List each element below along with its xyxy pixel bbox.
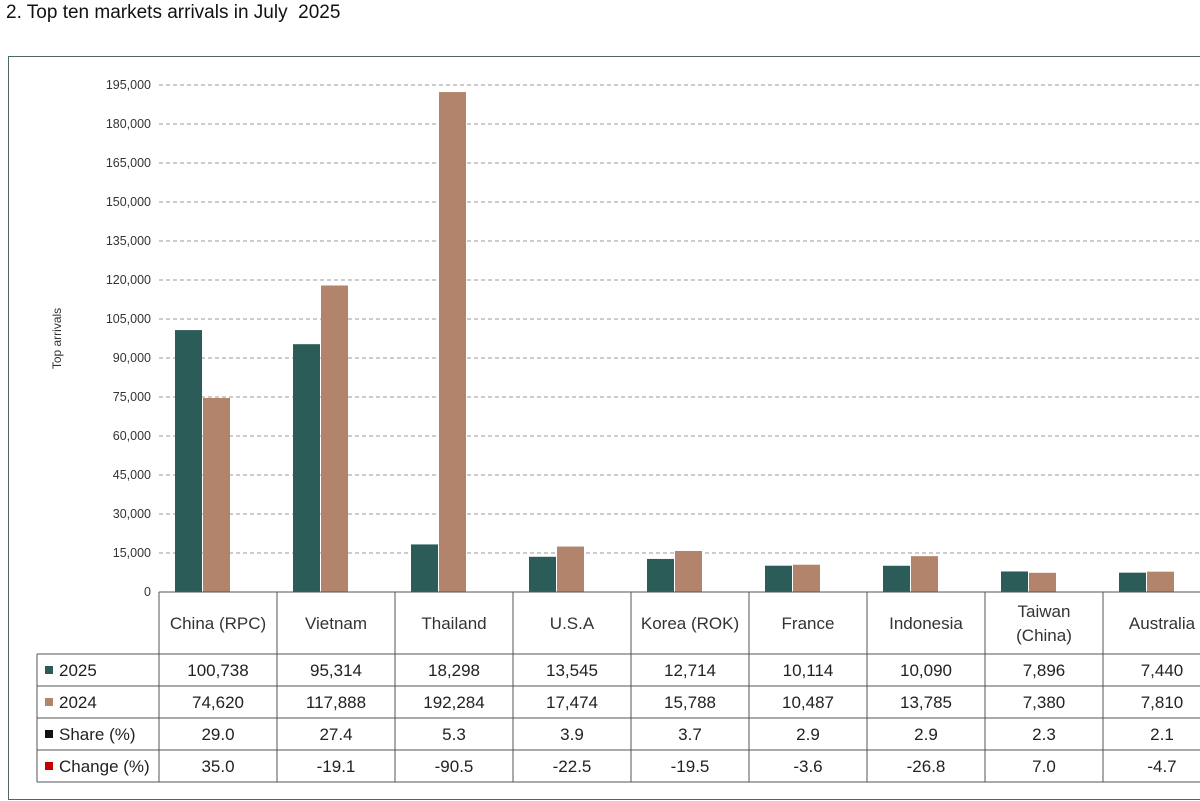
bar-2024-taiwan-china- bbox=[1029, 572, 1056, 592]
table-cell: 7,810 bbox=[1141, 693, 1184, 712]
table-cell: 35.0 bbox=[201, 757, 234, 776]
y-tick-label: 120,000 bbox=[106, 273, 151, 287]
table-cell: -26.8 bbox=[907, 757, 946, 776]
table-cell: 100,738 bbox=[187, 661, 248, 680]
y-tick-label: 195,000 bbox=[106, 78, 151, 92]
bar-2025-australia bbox=[1119, 572, 1146, 592]
legend-marker-1 bbox=[45, 666, 53, 674]
table-cell: 18,298 bbox=[428, 661, 480, 680]
table-row-label: 2024 bbox=[59, 693, 97, 712]
bar-2025-indonesia bbox=[883, 565, 910, 592]
legend-marker-4 bbox=[45, 762, 53, 770]
bar-2024-thailand bbox=[439, 92, 466, 593]
y-tick-label: 45,000 bbox=[113, 468, 151, 482]
y-tick-label: 150,000 bbox=[106, 195, 151, 209]
page-title: 2. Top ten markets arrivals in July 2025 bbox=[6, 2, 341, 23]
bar-2024-australia bbox=[1147, 571, 1174, 592]
table-cell: 27.4 bbox=[319, 725, 352, 744]
category-label: Indonesia bbox=[889, 614, 963, 633]
table-row-label: Change (%) bbox=[59, 757, 150, 776]
bar-2025-vietnam bbox=[293, 344, 320, 592]
table-cell: 5.3 bbox=[442, 725, 466, 744]
y-tick-label: 135,000 bbox=[106, 234, 151, 248]
table-cell: 12,714 bbox=[664, 661, 716, 680]
category-label: China (RPC) bbox=[170, 614, 266, 633]
bar-2025-france bbox=[765, 565, 792, 592]
table-cell: 13,545 bbox=[546, 661, 598, 680]
chart-frame: Top arrivals 0 15,000 30,000 45,000 60,000 75,… bbox=[8, 56, 1200, 800]
bar-2025-korea-rok- bbox=[647, 558, 674, 592]
table-cell: 10,090 bbox=[900, 661, 952, 680]
legend-marker-2 bbox=[45, 698, 53, 706]
y-tick-label: 0 bbox=[144, 585, 151, 599]
table-cell: 10,487 bbox=[782, 693, 834, 712]
category-label: Vietnam bbox=[305, 614, 367, 633]
table-cell: -22.5 bbox=[553, 757, 592, 776]
table-cell: 192,284 bbox=[423, 693, 484, 712]
table-cell: 13,785 bbox=[900, 693, 952, 712]
y-tick-label: 60,000 bbox=[113, 429, 151, 443]
y-tick-label: 15,000 bbox=[113, 546, 151, 560]
table-cell: 10,114 bbox=[783, 661, 834, 680]
table-cell: 15,788 bbox=[664, 693, 716, 712]
table-cell: -3.6 bbox=[793, 757, 822, 776]
table-cell: 29.0 bbox=[201, 725, 234, 744]
category-label: Korea (ROK) bbox=[641, 614, 739, 633]
bar-2024-u-s-a bbox=[557, 546, 584, 592]
table-cell: 7,380 bbox=[1023, 693, 1066, 712]
y-tick-label: 90,000 bbox=[113, 351, 151, 365]
table-cell: 7,896 bbox=[1023, 661, 1066, 680]
bar-chart: Top arrivals 0 15,000 30,000 45,000 60,000 75,… bbox=[36, 78, 1200, 783]
table-cell: 95,314 bbox=[310, 661, 362, 680]
bar-2025-china-rpc- bbox=[175, 330, 202, 592]
legend-marker-3 bbox=[45, 730, 53, 738]
y-tick-label: 180,000 bbox=[106, 117, 151, 131]
table-cell: 2.3 bbox=[1032, 725, 1056, 744]
table-row-label: 2025 bbox=[59, 661, 97, 680]
y-tick-label: 165,000 bbox=[106, 156, 151, 170]
table-cell: -4.7 bbox=[1147, 757, 1176, 776]
bar-2025-taiwan-china- bbox=[1001, 571, 1028, 592]
category-label: Australia bbox=[1129, 614, 1196, 633]
table-cell: 7,440 bbox=[1141, 661, 1184, 680]
bar-2024-china-rpc- bbox=[203, 397, 230, 592]
category-label: U.S.A bbox=[550, 614, 595, 633]
y-tick-label: 75,000 bbox=[113, 390, 151, 404]
table-cell: 7.0 bbox=[1032, 757, 1056, 776]
table-cell: 2.9 bbox=[796, 725, 820, 744]
table-cell: 117,888 bbox=[306, 693, 366, 712]
table-cell: 3.9 bbox=[560, 725, 584, 744]
bar-2024-korea-rok- bbox=[675, 550, 702, 592]
y-axis-label: Top arrivals bbox=[50, 308, 64, 369]
table-row-label: Share (%) bbox=[59, 725, 136, 744]
bar-2024-indonesia bbox=[911, 556, 938, 592]
y-tick-label: 105,000 bbox=[106, 312, 151, 326]
table-cell: 17,474 bbox=[546, 693, 598, 712]
y-tick-label: 30,000 bbox=[113, 507, 151, 521]
table-cell: 74,620 bbox=[192, 693, 244, 712]
table-cell: 3.7 bbox=[678, 725, 702, 744]
category-label: (China) bbox=[1016, 626, 1072, 645]
table-cell: 2.9 bbox=[914, 725, 938, 744]
table-cell: 2.1 bbox=[1150, 725, 1174, 744]
category-label: Taiwan bbox=[1018, 602, 1071, 621]
bar-2024-vietnam bbox=[321, 285, 348, 592]
bar-2024-france bbox=[793, 564, 820, 592]
bar-2025-thailand bbox=[411, 544, 438, 592]
table-cell: -90.5 bbox=[435, 757, 474, 776]
table-cell: -19.1 bbox=[317, 757, 356, 776]
category-label: Thailand bbox=[421, 614, 486, 633]
bar-2025-u-s-a bbox=[529, 556, 556, 592]
category-label: France bbox=[782, 614, 835, 633]
table-cell: -19.5 bbox=[671, 757, 710, 776]
